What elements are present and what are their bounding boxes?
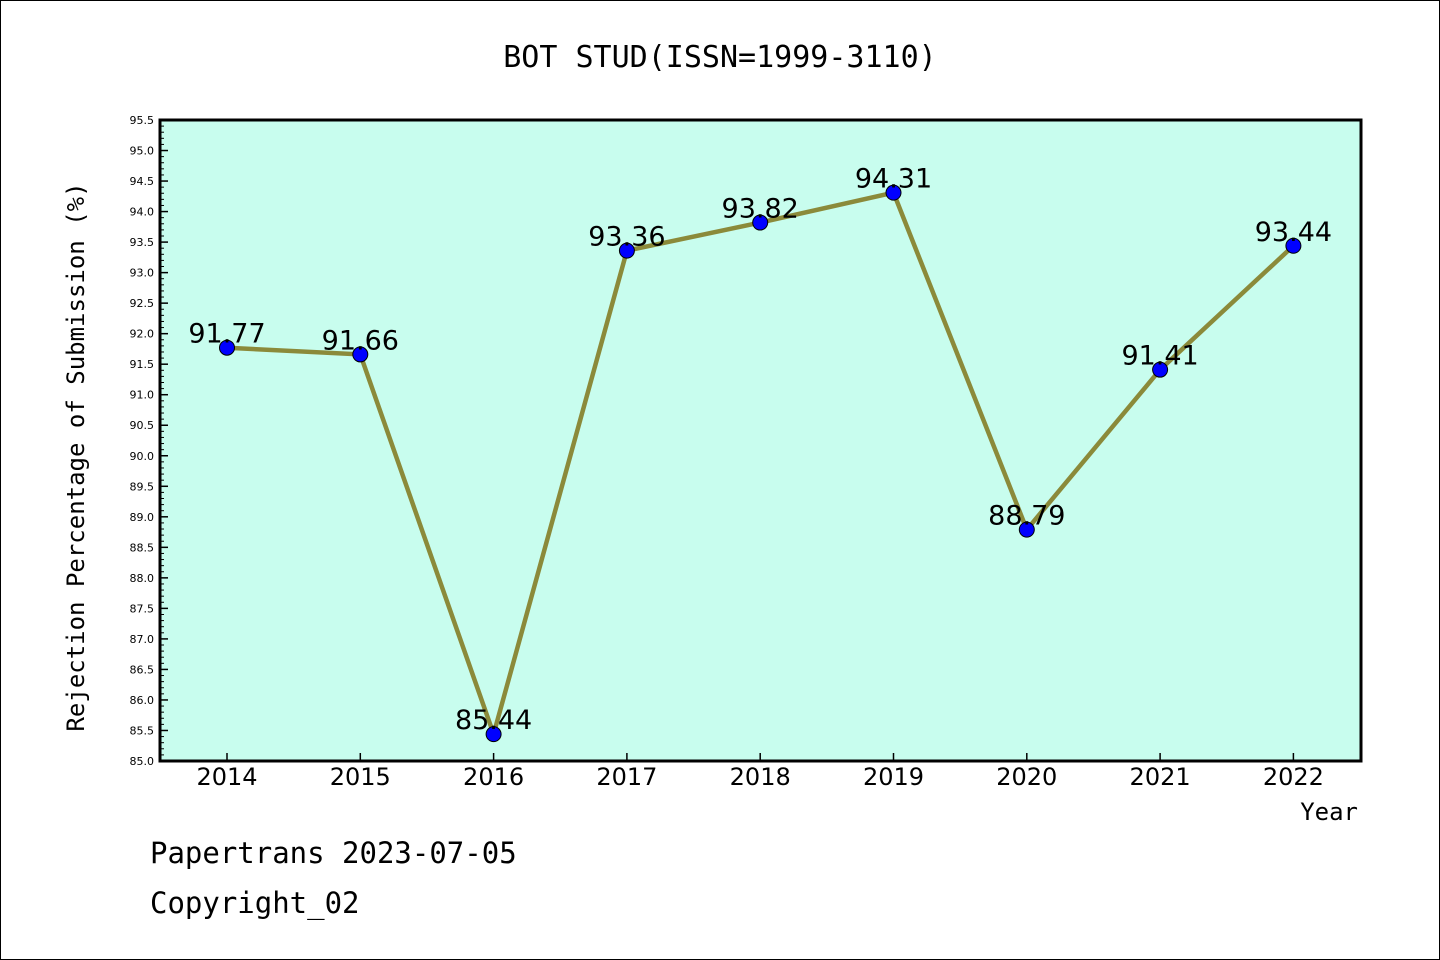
x-tick-label: 2020 (996, 763, 1057, 791)
data-label: 91.77 (188, 319, 265, 350)
data-label: 91.41 (1121, 341, 1198, 372)
data-label: 93.82 (722, 194, 799, 225)
data-label: 88.79 (988, 501, 1065, 532)
y-tick-label: 88.5 (130, 541, 155, 554)
x-axis-label: Year (1300, 798, 1358, 826)
x-tick-label: 2022 (1263, 763, 1324, 791)
footer-copyright-text: Copyright_02 (150, 886, 360, 921)
data-point-marker (1285, 237, 1302, 254)
data-point-marker (618, 242, 635, 259)
data-label: 93.44 (1255, 217, 1332, 248)
data-point-marker (752, 214, 769, 231)
y-tick-label: 93.5 (130, 236, 155, 249)
y-tick-label: 86.5 (130, 663, 155, 676)
y-tick-label: 91.0 (130, 389, 155, 402)
y-tick-label: 92.5 (130, 297, 155, 310)
y-tick-label: 94.5 (130, 175, 155, 188)
y-axis-label: Rejection Percentage of Submission (%) (62, 182, 90, 731)
y-tick-label: 88.0 (130, 572, 155, 585)
markers-group (219, 184, 1302, 743)
data-point-marker (885, 184, 902, 201)
data-point-marker (219, 339, 235, 356)
x-tick-label: 2021 (1130, 763, 1191, 791)
data-point-marker (1018, 521, 1035, 538)
y-tick-label: 90.0 (130, 450, 155, 463)
data-point-marker (1152, 361, 1169, 378)
data-point-marker (352, 346, 369, 363)
y-tick-label: 85.0 (130, 755, 155, 768)
y-tick-label: 86.0 (130, 694, 155, 707)
y-tick-label: 89.0 (130, 511, 155, 524)
data-point-marker (485, 726, 502, 743)
x-tick-label: 2015 (330, 763, 391, 791)
y-tick-label: 89.5 (130, 480, 155, 493)
data-label: 85.44 (455, 705, 532, 736)
data-label: 91.66 (322, 325, 399, 356)
y-tick-label: 93.0 (130, 267, 155, 280)
footer-date-text: Papertrans 2023-07-05 (150, 836, 517, 870)
y-tick-label: 87.5 (130, 602, 155, 615)
data-label: 94.31 (855, 164, 932, 195)
chart-title: BOT STUD(ISSN=1999-3110) (503, 40, 936, 75)
y-tick-label: 92.0 (130, 328, 155, 341)
y-tick-label: 85.5 (130, 724, 155, 737)
y-tick-label: 90.5 (130, 419, 155, 432)
x-tick-label: 2016 (463, 763, 524, 791)
data-labels-group: 91.77 91.66 85.44 93.36 93.82 94.31 88.79 91.41… (188, 164, 1332, 736)
x-tick-label: 2017 (596, 763, 657, 791)
y-tick-label: 95.5 (130, 114, 155, 127)
data-label: 93.36 (588, 222, 665, 253)
plot-border (158, 118, 1363, 763)
x-tick-label: 2018 (730, 763, 791, 791)
y-tick-label: 91.5 (130, 358, 155, 371)
x-axis: 2014 2015 2016 2017 2018 2019 2020 2021 2022 (196, 753, 1324, 791)
x-tick-label: 2019 (863, 763, 924, 791)
y-tick-label: 94.0 (130, 206, 155, 219)
y-tick-label: 95.0 (130, 145, 155, 158)
x-tick-label: 2014 (196, 763, 257, 791)
y-tick-label: 87.0 (130, 633, 155, 646)
